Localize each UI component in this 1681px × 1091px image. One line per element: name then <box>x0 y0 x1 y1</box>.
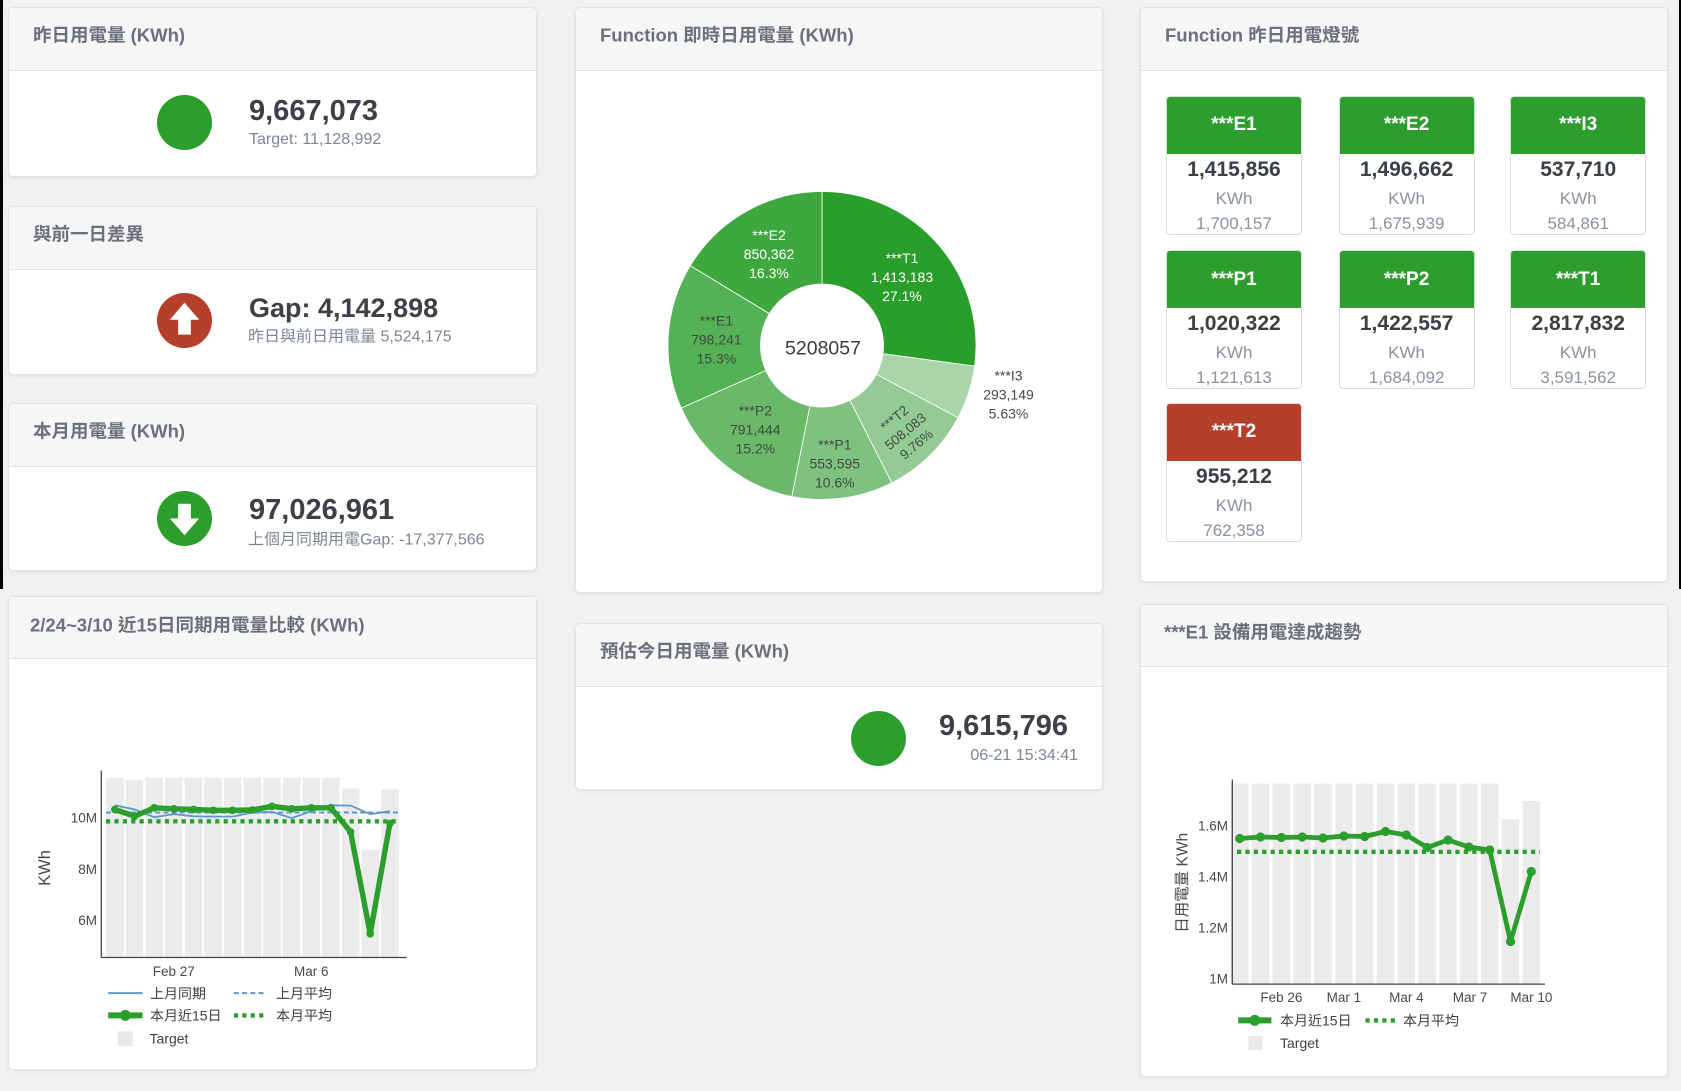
svg-text:Mar 10: Mar 10 <box>1510 990 1552 1005</box>
svg-text:KWh: KWh <box>1174 833 1191 871</box>
svg-text:***E1: ***E1 <box>1164 621 1213 642</box>
svg-text:1.2M: 1.2M <box>1198 920 1228 935</box>
svg-text:1.4M: 1.4M <box>1198 869 1228 884</box>
svg-text:2/24~3/10: 2/24~3/10 <box>30 614 118 635</box>
svg-text:553,595: 553,595 <box>809 456 860 472</box>
svg-text:KWh: KWh <box>36 850 54 886</box>
svg-text:15.2%: 15.2% <box>735 440 775 456</box>
svg-text:850,362: 850,362 <box>744 246 795 262</box>
svg-text:Function: Function <box>1165 24 1248 45</box>
svg-text:***E2: ***E2 <box>752 227 786 243</box>
svg-text:Target: Target <box>1280 1035 1319 1051</box>
svg-text:15.3%: 15.3% <box>697 351 737 367</box>
svg-text:(KWh): (KWh) <box>126 24 186 45</box>
svg-text:5208057: 5208057 <box>785 337 861 359</box>
svg-text:(KWh): (KWh) <box>730 640 790 661</box>
svg-text:Mar 7: Mar 7 <box>1453 990 1488 1005</box>
svg-text:Mar 6: Mar 6 <box>294 964 329 979</box>
svg-text:Mar 4: Mar 4 <box>1389 990 1424 1005</box>
svg-text:***E1: ***E1 <box>700 313 734 329</box>
svg-text:(KWh): (KWh) <box>305 614 365 635</box>
svg-text:791,444: 791,444 <box>730 421 781 437</box>
svg-text:Feb 26: Feb 26 <box>1260 990 1302 1005</box>
svg-text:8M: 8M <box>78 862 97 877</box>
svg-text:***P2: ***P2 <box>739 402 773 418</box>
svg-text:***T1: ***T1 <box>886 250 919 266</box>
svg-text:5.63%: 5.63% <box>989 406 1029 422</box>
svg-text:16.3%: 16.3% <box>749 265 789 281</box>
svg-text:***P1: ***P1 <box>818 437 852 453</box>
svg-text:293,149: 293,149 <box>983 387 1034 403</box>
svg-text:798,241: 798,241 <box>691 332 742 348</box>
svg-text:Mar 1: Mar 1 <box>1327 990 1362 1005</box>
svg-text:Gap: -17,377,566: Gap: -17,377,566 <box>360 532 485 549</box>
svg-text:Function: Function <box>600 24 683 45</box>
svg-text:(KWh): (KWh) <box>794 24 854 45</box>
svg-text:1M: 1M <box>1209 971 1228 986</box>
svg-text:1.6M: 1.6M <box>1198 818 1228 833</box>
svg-text:15: 15 <box>192 1007 208 1023</box>
svg-text:15: 15 <box>1322 1012 1338 1028</box>
svg-text:6M: 6M <box>78 913 97 928</box>
svg-text:Target: Target <box>150 1031 189 1047</box>
svg-text:15: 15 <box>137 614 158 635</box>
svg-text:***I3: ***I3 <box>994 368 1022 384</box>
svg-text:Feb 27: Feb 27 <box>153 964 195 979</box>
svg-text:5,524,175: 5,524,175 <box>376 329 452 346</box>
svg-text:10M: 10M <box>71 811 97 826</box>
svg-text:10.6%: 10.6% <box>815 475 855 491</box>
svg-text:1,413,183: 1,413,183 <box>871 269 933 285</box>
svg-text:27.1%: 27.1% <box>882 288 922 304</box>
svg-text:(KWh): (KWh) <box>126 420 186 441</box>
